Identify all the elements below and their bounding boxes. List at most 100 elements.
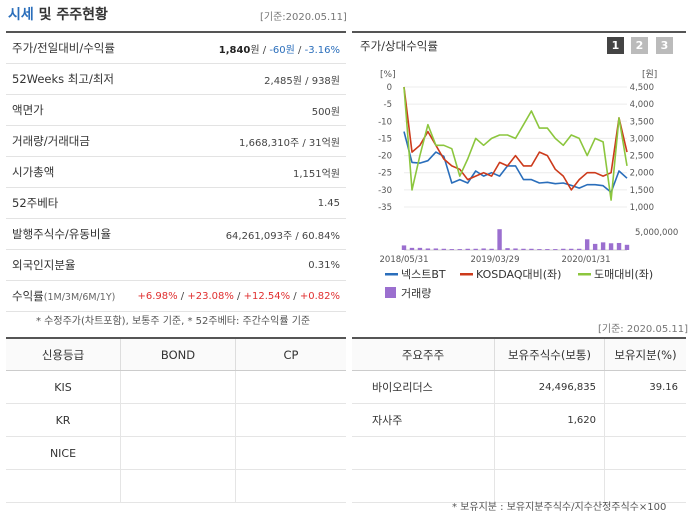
volume-bar (561, 248, 566, 250)
volume-bar (569, 248, 574, 250)
volume-bar (497, 229, 502, 250)
row-value: 1,151억원 (292, 168, 340, 180)
table-row: 바이오리더스 24,496,835 39.16 (352, 370, 686, 404)
credit-agency: NICE (6, 436, 121, 470)
right-axis-unit: [원] (642, 69, 657, 80)
volume-bar (457, 249, 462, 250)
volume-bar (600, 242, 606, 250)
credit-agency: KR (6, 403, 121, 437)
volume-bar (616, 242, 622, 250)
x-tick-label: 2019/03/29 (471, 255, 520, 265)
shareholder-footnote: * 보유지분 : 보유지분주식수/지수산정주식수×100 (452, 502, 667, 513)
right-tick-label: 1,500 (630, 186, 654, 196)
volume-bar (489, 248, 494, 250)
holder-name (352, 436, 495, 470)
holder-name (352, 469, 495, 503)
volume-bar (592, 243, 598, 250)
volume-bar (513, 248, 518, 250)
volume-bar (441, 248, 447, 250)
market-cap-row: 시가총액 1,151억원 (6, 157, 346, 188)
return-1y: +0.82% (299, 290, 340, 302)
period-button-3[interactable]: 3 (656, 37, 673, 54)
x-axis-ticks: 2018/05/31 2019/03/29 2020/01/31 (380, 255, 611, 265)
separator: / (290, 290, 300, 302)
row-label: 주가/전일대비/수익률 (12, 41, 115, 55)
chart-title: 주가/상대수익률 (360, 39, 438, 53)
page-title: 시세 및 주주현황 (8, 7, 108, 23)
rate-value: -3.16% (304, 44, 340, 56)
credit-cp (235, 436, 346, 470)
shareholder-table: 주요주주 보유주식수(보통) 보유지분(%) 바이오리더스 24,496,835 3… (352, 337, 686, 503)
chart-gridlines (404, 86, 627, 251)
row-label: 외국인지분율 (12, 258, 76, 272)
credit-agency (6, 469, 121, 503)
holder-ratio (604, 469, 686, 503)
row-value: 1,668,310주 / 31억원 (239, 137, 340, 149)
chart-lines (403, 86, 628, 201)
holder-shares (494, 436, 605, 470)
holder-shares: 1,620 (494, 403, 605, 437)
period-button-1[interactable]: 1 (607, 37, 624, 54)
holder-name: 자사주 (352, 403, 495, 437)
quote-basis-date: [기준:2020.05.11] (260, 12, 347, 23)
row-value: 64,261,093주 / 60.84% (225, 230, 340, 242)
chart-svg: [%] [원] 0 -5 -10 -15 -20 -25 -30 -35 4,500 4,000… (378, 69, 678, 300)
legend-swatch-nextbt (385, 273, 398, 276)
volume-bar (481, 248, 486, 250)
legend-swatch-volume (385, 287, 396, 298)
volume-bar (417, 247, 423, 250)
left-tick-label: -20 (378, 152, 392, 162)
credit-bond (120, 370, 236, 404)
legend-label-volume: 거래량 (401, 287, 431, 300)
volume-bar (608, 243, 614, 250)
right-tick-label: 3,500 (630, 117, 654, 127)
row-label: 52주베타 (12, 196, 59, 210)
price-unit: 원 (250, 44, 260, 56)
separator: / (259, 44, 270, 56)
left-tick-label: -10 (378, 117, 392, 127)
row-value: 2,485원 / 938원 (264, 75, 340, 87)
volume-bar (425, 248, 431, 250)
row-label: 거래량/거래대금 (12, 134, 90, 148)
volume-bar (521, 248, 526, 250)
volume-row: 거래량/거래대금 1,668,310주 / 31억원 (6, 126, 346, 157)
legend-label-nextbt: 넥스트BT (401, 268, 446, 281)
change-value: -60원 (269, 44, 295, 56)
row-value: 500원 (311, 106, 340, 118)
table-row (352, 469, 686, 503)
share-header-shares: 보유주식수(보통) (494, 339, 605, 371)
credit-cp (235, 469, 346, 503)
table-row: KR (6, 403, 346, 437)
left-tick-label: -30 (378, 186, 392, 196)
right-tick-label: 4,500 (630, 83, 654, 93)
row-label: 52Weeks 최고/최저 (12, 72, 114, 86)
period-button-2[interactable]: 2 (631, 37, 648, 54)
row-value: 0.31% (308, 259, 340, 271)
volume-bar (529, 248, 534, 250)
holder-ratio: 39.16 (604, 370, 686, 404)
volume-bar (409, 247, 415, 250)
separator: / (233, 290, 244, 302)
table-row (6, 469, 346, 503)
credit-agency: KIS (6, 370, 121, 404)
left-tick-label: 0 (387, 83, 392, 93)
quote-table: 주가/전일대비/수익률 1,840원 / -60원 / -3.16% 52Wee… (6, 31, 346, 312)
x-tick-label: 2018/05/31 (380, 255, 429, 265)
left-tick-label: -35 (378, 203, 392, 213)
volume-bar (537, 249, 542, 250)
x-tick-label: 2020/01/31 (562, 255, 611, 265)
volume-bar (577, 248, 582, 250)
credit-header-bond: BOND (120, 339, 236, 371)
right-tick-label: 3,000 (630, 134, 654, 144)
volume-bar (465, 248, 470, 250)
legend-swatch-kosdaq (460, 273, 473, 276)
right-axis-ticks: 4,500 4,000 3,500 3,000 2,500 2,000 1,500 1,000 (630, 83, 654, 213)
holder-shares: 24,496,835 (494, 370, 605, 404)
credit-header-rating: 신용등급 (6, 339, 121, 371)
left-tick-label: -15 (378, 134, 392, 144)
table-row: 자사주 1,620 (352, 403, 686, 437)
row-label: 발행주식수/유동비율 (12, 227, 112, 241)
legend-label-kosdaq: KOSDAQ대비(좌) (476, 268, 561, 281)
holder-name: 바이오리더스 (352, 370, 495, 404)
table-row: KIS (6, 370, 346, 404)
